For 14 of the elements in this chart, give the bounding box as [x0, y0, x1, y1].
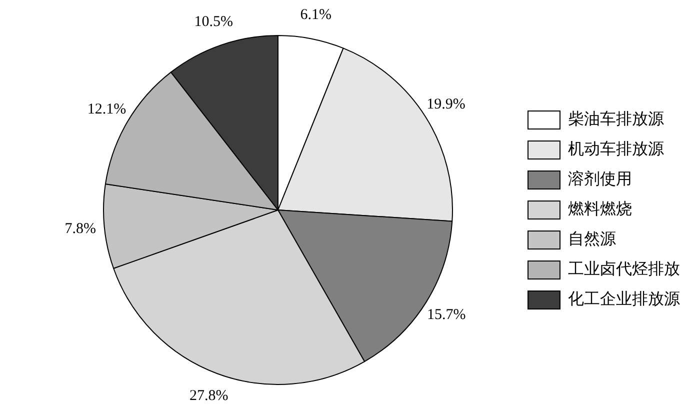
data-label: 12.1%	[87, 102, 126, 118]
legend-label: 柴油车排放源	[568, 110, 664, 128]
data-label: 7.8%	[64, 220, 96, 237]
data-label: 15.7%	[426, 307, 466, 324]
data-label: 19.9%	[426, 96, 466, 112]
legend-label: 自然源	[568, 230, 616, 248]
data-label: 10.5%	[194, 14, 234, 30]
legend-label: 化工企业排放源	[568, 290, 680, 308]
data-label: 6.1%	[300, 7, 332, 24]
legend-label: 机动车排放源	[568, 140, 664, 158]
data-label: 27.8%	[190, 388, 228, 404]
legend-label: 溶剂使用	[568, 170, 632, 188]
legend-label: 燃料燃烧	[568, 200, 632, 218]
legend-label: 工业卤代烃排放	[568, 260, 680, 278]
